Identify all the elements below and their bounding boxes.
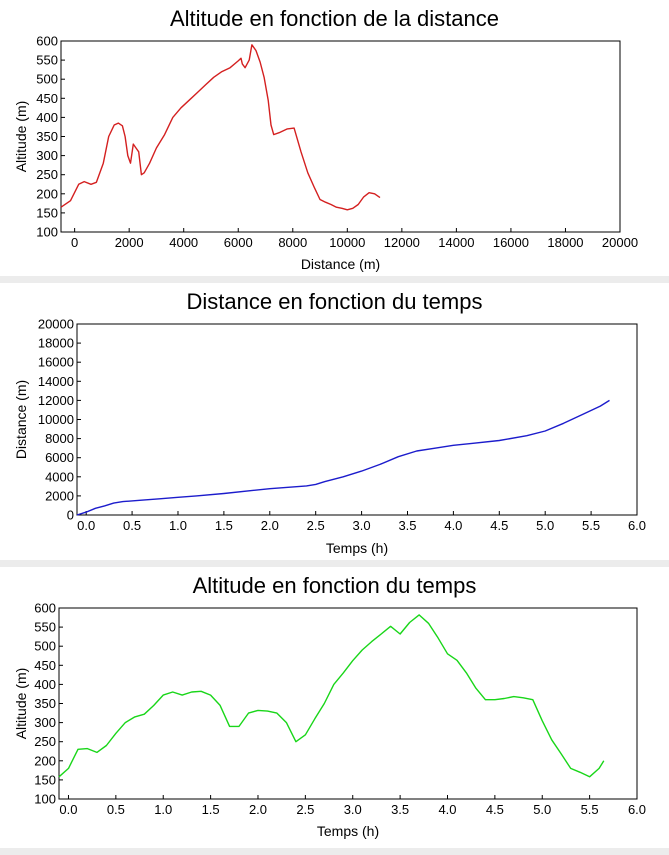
panel-separator: [0, 276, 669, 283]
y-tick-label: 100: [36, 225, 58, 240]
x-tick-label: 0.0: [77, 518, 95, 533]
x-tick-label: 3.0: [353, 518, 371, 533]
x-tick-label: 5.5: [581, 802, 599, 817]
x-tick-label: 4.0: [438, 802, 456, 817]
y-tick-label: 0: [67, 508, 74, 523]
y-tick-label: 250: [36, 167, 58, 182]
x-tick-label: 4.0: [444, 518, 462, 533]
x-tick-label: 1.0: [169, 518, 187, 533]
altitude-time-chart: Altitude en fonction du temps 0.0 0.5 1.0 1.…: [13, 573, 646, 839]
chart-title: Distance en fonction du temps: [187, 289, 483, 314]
x-tick-label: 2000: [115, 235, 144, 250]
y-tick-label: 150: [34, 772, 56, 787]
y-tick-label: 550: [36, 53, 58, 68]
x-tick-label: 5.0: [536, 518, 554, 533]
x-tick-label: 6.0: [628, 802, 646, 817]
y-tick-label: 550: [34, 620, 56, 635]
x-tick-label: 12000: [384, 235, 420, 250]
plot-frame: [58, 607, 638, 800]
y-tick-label: 350: [34, 696, 56, 711]
x-tick-label: 4000: [169, 235, 198, 250]
series-line: [76, 399, 610, 516]
x-tick-label: 2.0: [249, 802, 267, 817]
x-tick-label: 16000: [493, 235, 529, 250]
chart-title: Altitude en fonction du temps: [193, 573, 477, 598]
x-tick-label: 3.5: [398, 518, 416, 533]
x-tick-label: 6.0: [628, 518, 646, 533]
x-tick-label: 2.5: [307, 518, 325, 533]
x-tick-label: 5.5: [582, 518, 600, 533]
x-tick-label: 0.0: [59, 802, 77, 817]
x-tick-label: 1.5: [202, 802, 220, 817]
x-tick-label: 3.5: [391, 802, 409, 817]
y-tick-label: 500: [34, 639, 56, 654]
x-tick-label: 1.5: [215, 518, 233, 533]
y-tick-label: 400: [34, 677, 56, 692]
y-tick-label: 600: [34, 601, 56, 616]
y-tick-label: 450: [36, 91, 58, 106]
x-tick-label: 1.0: [154, 802, 172, 817]
chart-title: Altitude en fonction de la distance: [170, 6, 499, 31]
x-tick-label: 0.5: [107, 802, 125, 817]
x-tick-label: 0.5: [123, 518, 141, 533]
y-tick-label: 100: [34, 792, 56, 807]
y-tick-label: 300: [34, 715, 56, 730]
y-tick-label: 500: [36, 72, 58, 87]
y-tick-label: 10000: [38, 412, 74, 427]
x-tick-label: 4.5: [486, 802, 504, 817]
x-tick-label: 0: [71, 235, 78, 250]
x-axis-label: Distance (m): [301, 256, 380, 272]
y-tick-label: 600: [36, 34, 58, 49]
x-axis-label: Temps (h): [326, 540, 388, 556]
x-tick-label: 8000: [278, 235, 307, 250]
x-tick-label: 20000: [602, 235, 638, 250]
x-axis-label: Temps (h): [317, 823, 379, 839]
y-tick-label: 6000: [45, 450, 74, 465]
x-tick-label: 10000: [329, 235, 365, 250]
y-axis-label: Altitude (m): [13, 101, 29, 173]
series-line: [58, 614, 605, 778]
distance-time-chart: Distance en fonction du temps 0.0 0.5 1.0 1.…: [13, 289, 646, 556]
y-tick-label: 16000: [38, 355, 74, 370]
y-tick-label: 450: [34, 658, 56, 673]
y-tick-label: 200: [36, 186, 58, 201]
y-tick-label: 400: [36, 110, 58, 125]
y-tick-label: 12000: [38, 393, 74, 408]
y-tick-label: 150: [36, 205, 58, 220]
x-tick-label: 6000: [224, 235, 253, 250]
y-tick-label: 2000: [45, 488, 74, 503]
x-tick-label: 4.5: [490, 518, 508, 533]
plot-frame: [76, 323, 638, 516]
y-tick-label: 4000: [45, 469, 74, 484]
y-tick-label: 18000: [38, 336, 74, 351]
series-line: [60, 44, 381, 211]
x-tick-label: 14000: [438, 235, 474, 250]
y-tick-label: 14000: [38, 374, 74, 389]
y-axis-label: Distance (m): [13, 380, 29, 459]
altitude-distance-chart: Altitude en fonction de la distance 0 2000…: [13, 6, 638, 272]
y-tick-label: 200: [34, 753, 56, 768]
y-axis-label: Altitude (m): [13, 668, 29, 740]
x-tick-label: 2.5: [296, 802, 314, 817]
y-tick-label: 20000: [38, 317, 74, 332]
panel-separator: [0, 848, 669, 855]
y-tick-label: 8000: [45, 431, 74, 446]
y-tick-label: 350: [36, 129, 58, 144]
panel-separator: [0, 560, 669, 567]
y-tick-label: 250: [34, 734, 56, 749]
x-tick-label: 5.0: [533, 802, 551, 817]
x-tick-label: 3.0: [344, 802, 362, 817]
plot-frame: [60, 40, 621, 233]
y-tick-label: 300: [36, 148, 58, 163]
x-tick-label: 18000: [547, 235, 583, 250]
x-tick-label: 2.0: [261, 518, 279, 533]
